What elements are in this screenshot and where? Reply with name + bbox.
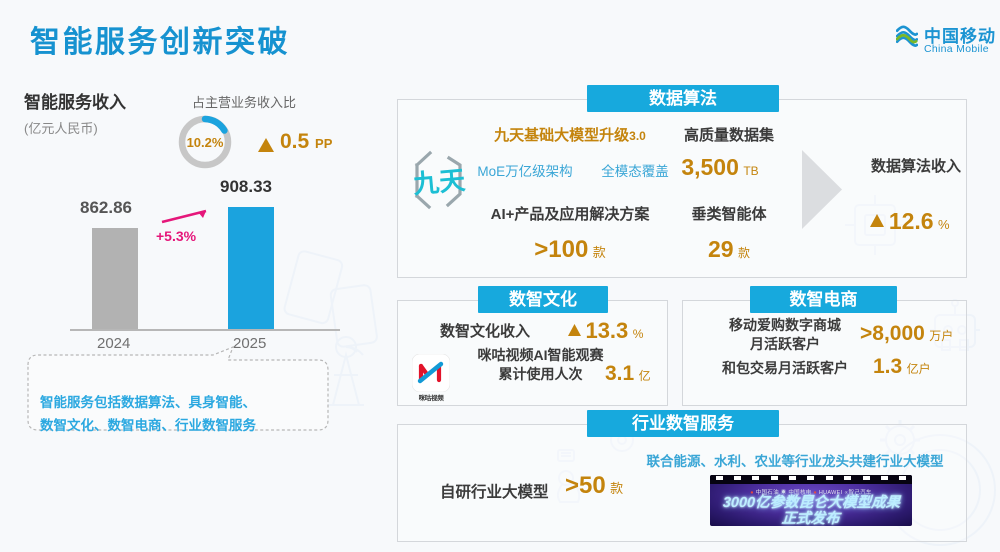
svg-text:九天: 九天 <box>412 165 466 200</box>
